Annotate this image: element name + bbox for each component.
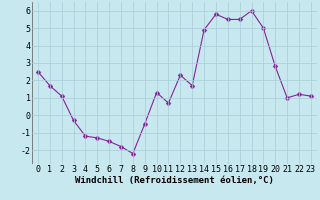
X-axis label: Windchill (Refroidissement éolien,°C): Windchill (Refroidissement éolien,°C) bbox=[75, 176, 274, 185]
